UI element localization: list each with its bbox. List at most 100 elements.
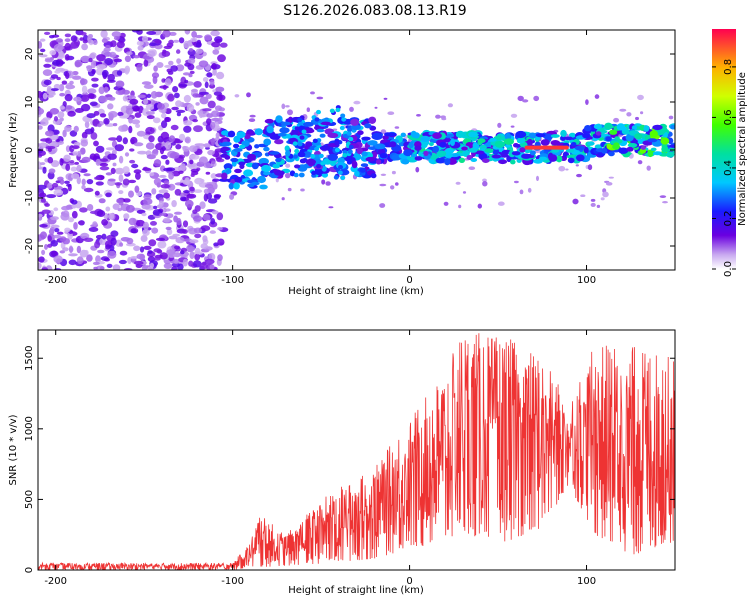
spectrogram-noise-cell (99, 113, 107, 118)
spectrogram-noise-cell (77, 150, 82, 157)
spectrogram-sparse-cell (519, 189, 524, 195)
spectrogram-band-cell (297, 151, 306, 158)
spectrogram-band-cell (470, 158, 478, 162)
spectrogram-noise-cell (146, 31, 157, 35)
spectrogram-noise-cell (130, 136, 138, 145)
spectrogram-noise-cell (68, 217, 74, 223)
spectrogram-band-cell (351, 160, 358, 169)
spectrogram-noise-cell (128, 190, 134, 198)
spectrogram-band-cell (261, 164, 272, 173)
spectrogram-sparse-cell (435, 114, 441, 119)
spectrogram-streak-cell (334, 147, 340, 153)
figure-title: S126.2026.083.08.13.R19 (283, 3, 466, 19)
spectrogram-sparse-cell (285, 163, 291, 168)
y-tick-label: 10 (24, 96, 35, 109)
spectrogram-noise-cell (97, 249, 105, 254)
y-tick-label: 20 (24, 48, 35, 61)
spectrogram-band-cell (368, 116, 377, 125)
spectrogram-noise-cell (68, 253, 78, 257)
spectrogram-noise-cell (44, 31, 51, 35)
spectrogram-noise-cell (143, 221, 149, 230)
spectrogram-band-cell (526, 138, 533, 146)
spectrogram-noise-cell (118, 200, 124, 206)
spectrogram-streak-cell (292, 141, 298, 146)
spectrogram-sparse-cell (585, 99, 589, 105)
colorbar-tick-label: 0.6 (723, 109, 734, 125)
spectrogram-noise-cell (68, 245, 74, 254)
spectrogram-noise-cell (215, 132, 220, 139)
spectrogram-noise-cell (55, 180, 61, 184)
spectrogram-noise-cell (49, 35, 55, 39)
spectrogram-noise-cell (41, 209, 51, 214)
spectrogram-streak-cell (312, 138, 318, 143)
spectrogram-noise-cell (212, 49, 220, 55)
spectrogram-noise-cell (53, 43, 64, 52)
spectrogram-noise-cell (124, 152, 130, 157)
spectrogram-noise-cell (186, 193, 197, 199)
spectrogram-noise-cell (69, 80, 74, 85)
spectrogram-band-cell (458, 157, 465, 163)
spectrogram-noise-cell (114, 144, 125, 152)
spectrogram-streak-cell (294, 126, 300, 131)
spectrogram-noise-cell (47, 235, 52, 242)
spectrogram-band-cell (302, 121, 314, 127)
spectrogram-noise-cell (110, 237, 117, 246)
x-tick-label: -100 (221, 275, 244, 286)
spectrogram-noise-cell (179, 133, 186, 141)
spectrogram-noise-cell (108, 137, 118, 141)
spectrogram-noise-cell (211, 41, 221, 48)
spectrogram-noise-cell (206, 72, 213, 78)
spectrogram-noise-cell (38, 41, 43, 49)
spectrogram-noise-cell (154, 40, 162, 44)
spectrogram-noise-cell (189, 186, 195, 192)
spectrogram-sparse-cell (285, 105, 290, 108)
spectrogram-noise-cell (98, 86, 105, 95)
spectrogram-noise-cell (110, 230, 119, 237)
spectrogram-noise-cell (70, 35, 78, 42)
spectrogram-noise-cell (95, 158, 101, 166)
spectrogram-noise-cell (141, 212, 147, 217)
spectrogram-streak-cell (346, 160, 352, 165)
spectrogram-sparse-cell (590, 202, 596, 207)
colorbar: 0.0 0.2 0.4 0.6 0.8 Normalized spectral ampl… (712, 29, 748, 277)
spectrogram-band-cell (251, 162, 259, 170)
spectrogram-noise-cell (136, 130, 146, 137)
spectrogram-sparse-cell (646, 165, 651, 171)
spectrogram-band-cell (299, 158, 307, 164)
spectrogram-band-cell (230, 157, 239, 163)
spectrogram-noise-cell (76, 245, 82, 254)
spectrogram-band-cell (666, 151, 675, 158)
spectrogram-noise-cell (44, 244, 48, 250)
spectrogram-noise-cell (50, 240, 58, 247)
spectrogram-band-cell (491, 154, 502, 159)
spectrogram-band-cell (528, 132, 537, 139)
spectrogram-noise-cell (170, 142, 176, 146)
spectrogram-band-cell (407, 156, 417, 163)
spectrogram-band-cell (319, 145, 331, 151)
spectrogram-noise-cell (103, 86, 109, 93)
spectrogram-noise-cell (74, 61, 82, 68)
spectrogram-band-cell (432, 132, 442, 139)
spectrogram-sparse-cell (383, 97, 388, 100)
spectrogram-noise-cell (163, 262, 173, 269)
spectrogram-noise-cell (175, 144, 182, 150)
spectrogram-sparse-cell (468, 166, 476, 170)
spectrogram-noise-cell (86, 65, 93, 72)
spectrogram-noise-cell (115, 80, 125, 88)
spectrogram-band-cell (234, 176, 243, 183)
spectrogram-noise-cell (134, 112, 142, 118)
spectrogram-noise-cell (143, 84, 154, 89)
spectrogram-band-cell (640, 145, 646, 150)
colorbar-tick-label: 0.0 (723, 261, 734, 277)
spectrogram-noise-cell (96, 54, 106, 62)
spectrogram-noise-cell (136, 253, 145, 260)
spectrogram-noise-cell (150, 221, 157, 226)
spectrogram-sparse-cell (575, 164, 579, 167)
spectrogram-noise-cell (153, 159, 162, 167)
y-tick-label: 1500 (24, 346, 35, 371)
spectrogram-sparse-cell (637, 94, 644, 101)
spectrogram-band-cell (649, 130, 658, 138)
spectrogram-noise-cell (118, 259, 127, 265)
spectrogram-noise-cell (133, 142, 144, 147)
